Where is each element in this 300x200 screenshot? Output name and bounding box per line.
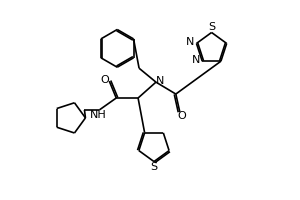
Text: NH: NH: [90, 110, 107, 120]
Text: S: S: [208, 22, 215, 32]
Text: N: N: [186, 37, 195, 47]
Text: N: N: [192, 55, 200, 65]
Text: O: O: [177, 111, 186, 121]
Text: S: S: [150, 162, 158, 172]
Text: N: N: [156, 76, 164, 86]
Text: O: O: [100, 75, 109, 85]
